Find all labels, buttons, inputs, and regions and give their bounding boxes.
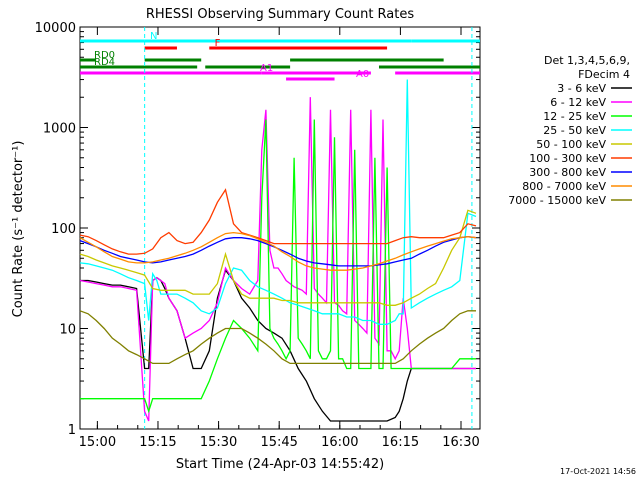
y-axis-label: Count Rate (s⁻¹ detector⁻¹) (11, 141, 26, 318)
series-line-3 (79, 79, 477, 325)
legend-label-5: 100 - 300 keV (529, 152, 606, 165)
legend-label-7: 800 - 7000 keV (522, 180, 606, 193)
legend-header-line-2: FDecim 4 (578, 68, 630, 81)
legend-label-4: 50 - 100 keV (536, 138, 606, 151)
chart-title: RHESSI Observing Summary Count Rates (146, 7, 415, 22)
x-axis-ticks: 15:00 15:15 15:30 15:45 16:00 16:15 16:30 (79, 27, 480, 450)
series-line-2 (80, 119, 476, 414)
plot-area: 1 10 100 1000 10000 15:00 15:15 15:30 15:45 16:0… (35, 21, 481, 450)
series-line-6 (79, 236, 477, 267)
series-line-8 (79, 310, 476, 365)
x-tick-label-6: 16:30 (442, 435, 479, 450)
legend-label-6: 300 - 800 keV (529, 166, 606, 179)
footer-stamp: 17-Oct-2021 14:56 (560, 467, 636, 476)
y-tick-label-0: 1 (68, 423, 76, 438)
y-tick-label-1: 10 (59, 323, 76, 338)
y-tick-label-2: 100 (51, 222, 76, 237)
y-tick-label-4: 10000 (35, 21, 76, 36)
series-line-1 (79, 97, 476, 422)
series-line-5 (79, 188, 477, 255)
x-tick-label-1: 15:15 (139, 435, 176, 450)
x-tick-label-0: 15:00 (79, 435, 116, 450)
annotation-label-a1: A1 (260, 63, 273, 74)
series-line-7 (79, 231, 477, 271)
x-axis-label: Start Time (24-Apr-03 14:55:42) (176, 457, 384, 472)
annotation-label-n: N (150, 31, 157, 42)
legend-label-1: 6 - 12 keV (550, 96, 606, 109)
y-axis-label-text: Count Rate (s⁻¹ detector⁻¹) (11, 141, 26, 318)
y-axis-ticks: 1 10 100 1000 10000 (35, 21, 480, 438)
x-tick-label-3: 15:45 (260, 435, 297, 450)
y-tick-label-3: 1000 (43, 122, 76, 137)
mode-annotations: NFRD0RD4A0A1 (80, 27, 480, 429)
x-tick-label-5: 16:15 (382, 435, 419, 450)
legend-label-0: 3 - 6 keV (557, 82, 606, 95)
legend-label-8: 7000 - 15000 keV (508, 194, 606, 207)
series-lines (79, 79, 477, 422)
x-tick-label-2: 15:30 (200, 435, 237, 450)
legend-label-3: 25 - 50 keV (543, 124, 606, 137)
x-tick-label-4: 16:00 (321, 435, 358, 450)
series-line-0 (80, 268, 476, 422)
series-line-4 (79, 209, 477, 306)
annotation-label-rd4: RD4 (94, 57, 115, 68)
legend-label-2: 12 - 25 keV (543, 110, 606, 123)
legend-header-line-1: Det 1,3,4,5,6,9, (544, 54, 630, 67)
annotation-label-rd0: RD0 (94, 50, 115, 61)
annotation-label-f: F (215, 38, 221, 49)
